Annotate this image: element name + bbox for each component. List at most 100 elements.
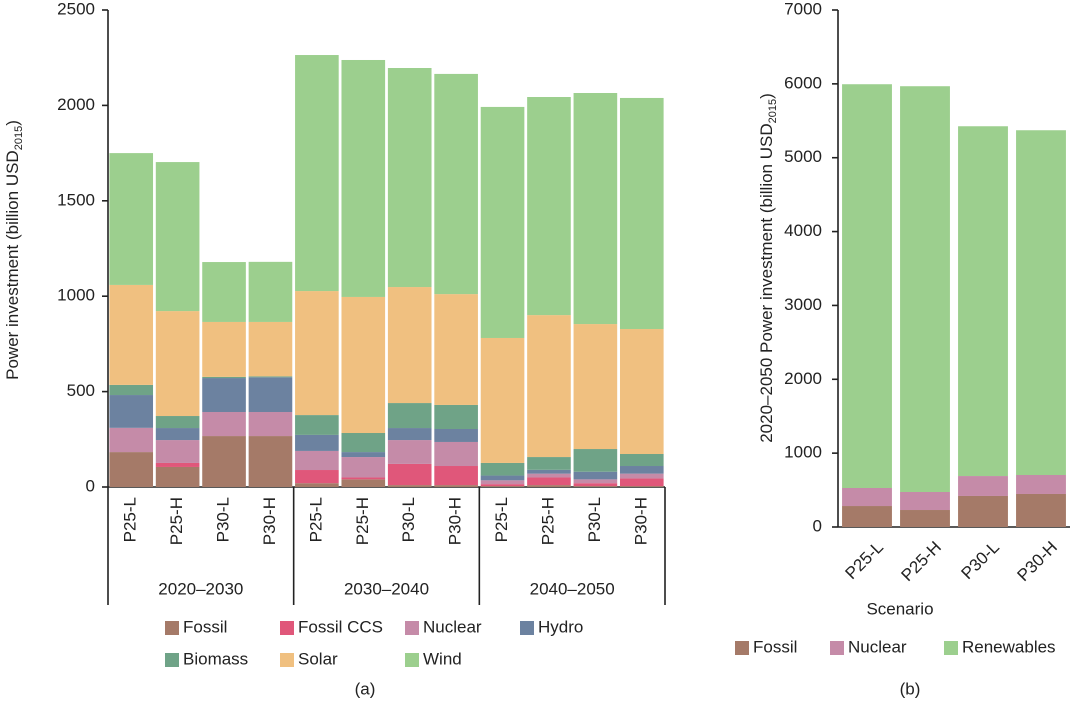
legend-swatch <box>520 621 534 635</box>
bar-segment <box>527 97 571 316</box>
bar-segment <box>295 291 339 416</box>
bar-segment <box>900 491 950 511</box>
bar-segment <box>155 416 200 429</box>
bar-segment <box>295 434 339 451</box>
bar-segment <box>619 466 664 474</box>
panel-label: (b) <box>900 679 921 698</box>
bar-segment <box>202 321 246 377</box>
bar-segment <box>1016 493 1066 527</box>
bar-segment <box>619 329 664 454</box>
group-label: 2020–2030 <box>158 579 243 598</box>
x-tick-label: P30-L <box>399 497 418 542</box>
y-tick-label: 1500 <box>57 190 95 209</box>
legend-label: Fossil <box>753 637 797 656</box>
bar-segment <box>573 483 618 487</box>
bar-segment <box>387 485 432 487</box>
x-tick-label: P25-L <box>306 497 325 542</box>
x-tick-label: P30-H <box>631 497 650 545</box>
bar-segment <box>619 478 664 487</box>
bar-segment <box>434 485 478 487</box>
bar-segment <box>434 73 478 295</box>
y-axis-label: 2020–2050 Power investment (billion USD2… <box>757 93 778 443</box>
y-tick-label: 3000 <box>784 295 822 314</box>
x-tick-label: P30-L <box>214 497 233 542</box>
legend-label: Hydro <box>538 617 583 636</box>
legend-label: Wind <box>423 649 462 668</box>
bar-segment <box>387 463 432 486</box>
bar-segment <box>480 486 525 487</box>
y-axis-label: Power investment (billion USD2015) <box>3 120 24 380</box>
y-tick-label: 500 <box>67 381 95 400</box>
y-tick-label: 1000 <box>784 443 822 462</box>
bar-segment <box>573 449 618 472</box>
bar-segment <box>341 477 386 480</box>
bar-segment <box>387 287 432 404</box>
y-axis-label-end: ) <box>3 120 22 126</box>
x-tick-label: P25-L <box>841 538 887 584</box>
bar-segment <box>295 470 339 484</box>
y-axis-label-text: 2020–2050 Power investment (billion USD <box>757 123 776 442</box>
legend-label: Fossil CCS <box>298 617 383 636</box>
bar-segment <box>387 428 432 441</box>
bar-segment <box>341 433 386 453</box>
x-tick-label: P30-H <box>446 497 465 545</box>
bar-segment <box>109 395 154 428</box>
bar-segment <box>387 403 432 429</box>
y-tick-label: 5000 <box>784 147 822 166</box>
bar-segment <box>341 296 386 434</box>
bar-segment <box>248 261 293 322</box>
y-axis-label-sub: 2015 <box>767 99 779 123</box>
bar-segment <box>958 126 1008 477</box>
bar-segment <box>573 479 618 484</box>
y-tick-label: 6000 <box>784 73 822 92</box>
panel-label: (a) <box>355 679 376 698</box>
bar-segment <box>573 471 618 480</box>
y-axis-label-sub: 2015 <box>13 126 25 150</box>
x-tick-label: P25-L <box>121 497 140 542</box>
y-tick-label: 2000 <box>784 369 822 388</box>
y-tick-label: 0 <box>86 476 95 495</box>
bar-segment <box>480 337 525 463</box>
group-label: 2030–2040 <box>344 579 429 598</box>
bar-segment <box>109 427 154 453</box>
x-tick-label: P25-H <box>897 538 945 586</box>
bar-segment <box>573 324 618 450</box>
bar-segment <box>202 378 246 413</box>
bar-segment <box>619 453 664 467</box>
bar-segment <box>573 92 618 325</box>
legend-swatch <box>735 641 749 655</box>
y-tick-label: 7000 <box>784 0 822 18</box>
bar-segment <box>155 462 200 467</box>
legend-label: Renewables <box>962 637 1056 656</box>
bar-segment <box>341 457 386 478</box>
bar-segment <box>341 479 386 487</box>
bar-segment <box>480 484 525 487</box>
y-tick-label: 4000 <box>784 221 822 240</box>
y-axis-label-text: Power investment (billion USD <box>3 150 22 380</box>
legend-label: Nuclear <box>423 617 482 636</box>
bar-segment <box>1016 475 1066 494</box>
bar-segment <box>387 440 432 464</box>
legend-swatch <box>405 653 419 667</box>
x-tick-label: P25-H <box>353 497 372 545</box>
y-tick-label: 1000 <box>57 286 95 305</box>
legend-label: Solar <box>298 649 338 668</box>
y-tick-label: 2500 <box>57 0 95 18</box>
bar-segment <box>480 480 525 485</box>
bar-segment <box>527 315 571 458</box>
bar-segment <box>480 106 525 338</box>
bar-segment <box>527 477 571 486</box>
y-axis-label-end: ) <box>757 93 776 99</box>
bar-segment <box>434 404 478 429</box>
x-tick-label: P25-H <box>167 497 186 545</box>
legend-swatch <box>165 653 179 667</box>
bar-segment <box>341 59 386 297</box>
bar-segment <box>202 436 246 487</box>
bar-segment <box>295 450 339 471</box>
bar-segment <box>619 486 664 487</box>
bar-segment <box>842 506 892 527</box>
bar-segment <box>248 436 293 487</box>
x-tick-label: P30-H <box>1013 538 1061 586</box>
bar-segment <box>248 377 293 413</box>
